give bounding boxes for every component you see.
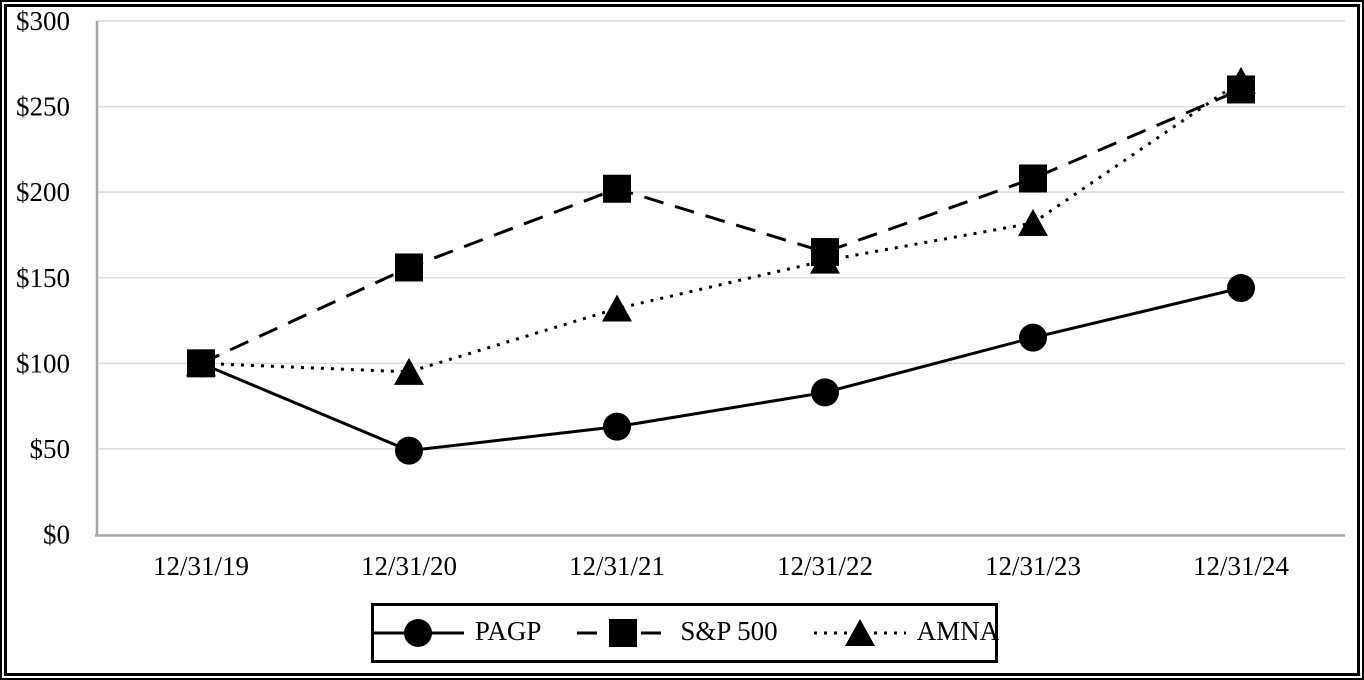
s-p-500-marker-12/31/24 bbox=[1227, 75, 1255, 104]
series-s-p-500 bbox=[187, 75, 1255, 378]
amna-line-sample-icon bbox=[813, 619, 906, 646]
legend-label-amna: AMNA bbox=[916, 616, 1000, 646]
figure-inner-border bbox=[4, 4, 1360, 676]
pagp-marker-12/31/23 bbox=[1019, 323, 1047, 352]
y-axis-tick-label: $150 bbox=[16, 263, 70, 293]
pagp-marker-12/31/22 bbox=[811, 378, 839, 407]
pagp-marker-12/31/21 bbox=[603, 412, 631, 441]
x-axis-tick-label: 12/31/21 bbox=[569, 551, 665, 581]
x-axis-tick-label: 12/31/24 bbox=[1193, 551, 1290, 581]
y-axis-tick-label: $50 bbox=[30, 434, 71, 464]
x-axis-tick-label: 12/31/19 bbox=[153, 551, 249, 581]
y-axis-tick-label: $100 bbox=[16, 348, 70, 378]
s-p-500-marker-12/31/20 bbox=[395, 253, 423, 282]
legend-item-amna: AMNA bbox=[812, 615, 1000, 651]
y-axis-tick-label: $200 bbox=[16, 177, 70, 207]
legend-circle-icon bbox=[403, 619, 432, 647]
amna-line bbox=[200, 79, 1242, 374]
s-p-500-line bbox=[200, 88, 1242, 365]
s-p-500-marker-12/31/19 bbox=[187, 349, 215, 378]
amna-marker-12/31/23 bbox=[1018, 208, 1048, 236]
legend-item-sp500: S&P 500 bbox=[575, 615, 778, 651]
legend-square-icon bbox=[609, 619, 638, 647]
legend: PAGP S&P 500 AMNA bbox=[370, 603, 1000, 663]
legend-label-sp500: S&P 500 bbox=[680, 616, 778, 646]
y-axis-tick-label: $250 bbox=[16, 92, 70, 122]
legend-label-pagp: PAGP bbox=[474, 616, 542, 646]
legend-triangle-icon bbox=[844, 619, 875, 646]
pagp-line-sample-icon bbox=[371, 619, 464, 647]
y-axis-tick-label: $0 bbox=[43, 520, 70, 550]
pagp-marker-12/31/24 bbox=[1227, 274, 1255, 303]
sp500-line-sample-icon bbox=[577, 619, 670, 647]
amna-marker-12/31/21 bbox=[602, 294, 632, 322]
y-axis-tick-label: $300 bbox=[16, 6, 70, 36]
x-axis-tick-label: 12/31/22 bbox=[777, 551, 873, 581]
x-axis-tick-label: 12/31/23 bbox=[985, 551, 1081, 581]
x-axis-tick-label: 12/31/20 bbox=[361, 551, 457, 581]
amna-marker-12/31/20 bbox=[394, 357, 424, 385]
s-p-500-marker-12/31/22 bbox=[811, 238, 839, 267]
s-p-500-marker-12/31/23 bbox=[1019, 164, 1047, 193]
s-p-500-marker-12/31/21 bbox=[603, 174, 631, 203]
pagp-marker-12/31/20 bbox=[395, 436, 423, 465]
legend-item-pagp: PAGP bbox=[370, 615, 542, 651]
pagp-line bbox=[200, 286, 1242, 453]
